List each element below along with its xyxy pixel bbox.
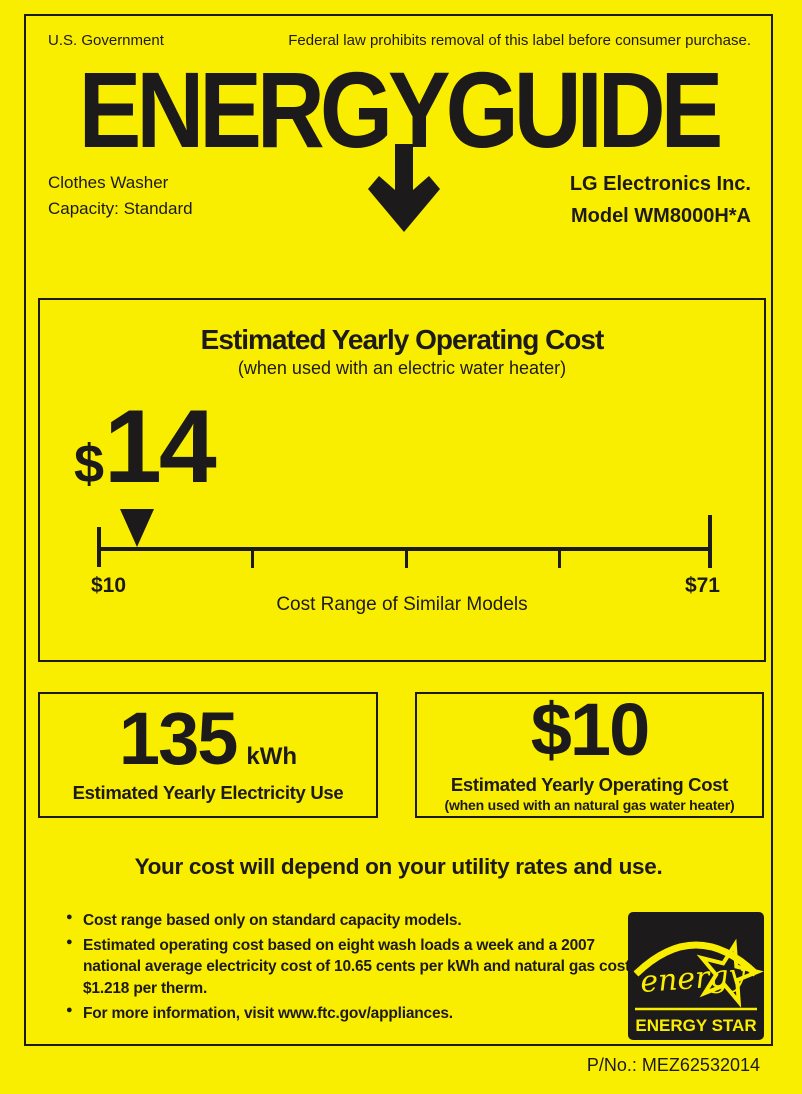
product-info: Clothes Washer Capacity: Standard: [48, 170, 193, 223]
scale-tick-max: [708, 515, 712, 568]
bullet-item: Estimated operating cost based on eight …: [66, 935, 651, 1000]
cost-scale: $10 $71: [91, 506, 720, 616]
scale-tick: [404, 547, 408, 568]
scale-tick: [558, 547, 562, 568]
model-text: Model WM8000H*A: [570, 205, 751, 227]
utility-rates-heading: Your cost will depend on your utility ra…: [134, 854, 663, 879]
brand-info: LG Electronics Inc. Model WM8000H*A: [570, 168, 751, 232]
energy-star-arc: [633, 941, 759, 977]
gas-cost-value: $10: [530, 688, 650, 772]
manufacturer-text: LG Electronics Inc.: [569, 173, 751, 195]
capacity-text: Capacity: Standard: [48, 199, 193, 219]
operating-cost-subtitle: (when used with an electric water heater…: [237, 358, 567, 378]
gas-cost-subcaption: (when used with an natural gas water hea…: [444, 796, 735, 813]
bullet-item: Cost range based only on standard capaci…: [66, 910, 651, 932]
product-type-text: Clothes Washer: [48, 173, 169, 192]
range-caption: Cost Range of Similar Models: [276, 594, 528, 615]
range-min-label: $10: [91, 574, 127, 597]
bullet-item: For more information, visit www.ftc.gov/…: [66, 1003, 651, 1025]
range-max-label: $71: [684, 574, 720, 597]
electricity-unit: kWh: [246, 742, 298, 770]
energy-star-label: ENERGY STAR: [635, 1016, 756, 1035]
federal-notice-text: Federal law prohibits removal of this la…: [288, 32, 751, 49]
top-row: U.S. Government Federal law prohibits re…: [48, 32, 751, 49]
cost-value-group: $14: [74, 388, 217, 507]
operating-cost-box: Estimated Yearly Operating Cost (when us…: [38, 298, 766, 662]
cost-marker-icon: [120, 509, 155, 547]
cost-value: 14: [104, 389, 217, 505]
scale-tick: [250, 547, 254, 568]
energy-script-text: energy: [639, 958, 748, 1000]
star-outline-icon: [696, 938, 764, 1008]
operating-cost-title: Estimated Yearly Operating Cost: [200, 324, 605, 355]
gas-cost-box: $10 Estimated Yearly Operating Cost (whe…: [415, 692, 764, 818]
bullet-list: Cost range based only on standard capaci…: [66, 910, 651, 1027]
electricity-use-box: 135 kWh Estimated Yearly Electricity Use: [38, 692, 378, 818]
label-outer-border: U.S. Government Federal law prohibits re…: [24, 14, 773, 1046]
electricity-caption: Estimated Yearly Electricity Use: [72, 782, 344, 804]
down-arrow-icon: [368, 144, 440, 232]
electricity-value: 135: [118, 696, 238, 780]
energy-star-logo: energy ENERGY STAR: [628, 912, 764, 1040]
cost-currency-symbol: $: [74, 434, 105, 494]
gas-cost-caption: Estimated Yearly Operating Cost: [450, 773, 729, 795]
part-number-text: P/No.: MEZ62532014: [586, 1055, 760, 1075]
us-government-text: U.S. Government: [48, 32, 164, 49]
scale-tick-min: [97, 527, 101, 567]
